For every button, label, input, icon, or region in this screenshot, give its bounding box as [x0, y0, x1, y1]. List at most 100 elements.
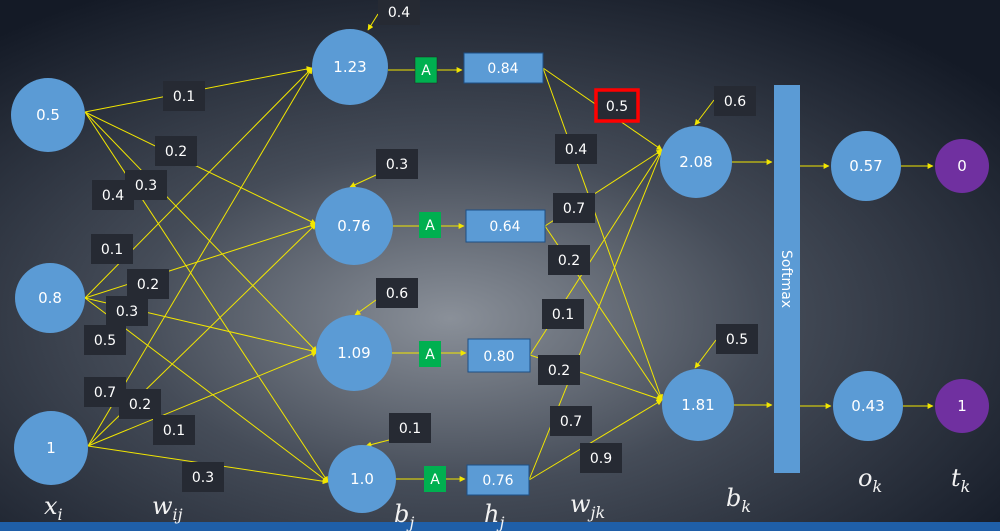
hidden-post-3: 0.80: [483, 349, 514, 365]
bias-box: [376, 278, 418, 308]
connection-line: [365, 439, 390, 448]
weight-value: 0.4: [102, 188, 124, 204]
weight-box: [542, 299, 584, 329]
input-node-3: [14, 411, 88, 485]
weight-value: 0.2: [137, 277, 159, 293]
hidden-post-1: 0.84: [487, 61, 518, 77]
output-biases: 0.6 0.5: [714, 86, 758, 354]
input-nodes: 0.5 0.8 1: [11, 78, 88, 485]
label-h-j: hj: [484, 500, 504, 531]
weight-box: [553, 193, 595, 223]
target-value-2: 1: [957, 397, 967, 415]
weight-box: [125, 170, 167, 200]
output-node-1: [660, 126, 732, 198]
weight-value: 0.5: [606, 99, 628, 115]
label-t-k: tk: [951, 464, 970, 496]
bias-box: [716, 324, 758, 354]
softmax-label: Softmax: [778, 250, 794, 308]
softmax-bar: [774, 85, 800, 473]
input-value-2: 0.8: [38, 289, 62, 307]
hidden-outputs: 0.84 0.64 0.80 0.76: [463, 52, 546, 496]
bias-value: 0.6: [724, 94, 746, 110]
weight-box: [106, 296, 148, 326]
hidden-node-1: [312, 29, 388, 105]
weight-value: 0.1: [101, 242, 123, 258]
weight-box: [155, 136, 197, 166]
bias-value: 0.5: [726, 332, 748, 348]
connection-line: [694, 339, 717, 369]
label-w-ij: wij: [152, 492, 183, 524]
connection-line: [349, 174, 377, 188]
bottom-bar: [0, 522, 1000, 531]
weight-value: 0.1: [163, 423, 185, 439]
weight-box: [84, 325, 126, 355]
weight-value: 0.4: [565, 142, 587, 158]
target-node-2: [935, 379, 989, 433]
weight-value: 0.2: [548, 363, 570, 379]
connection-line: [84, 222, 317, 299]
activation-box-1: [414, 56, 438, 84]
bias-box: [378, 0, 420, 25]
weight-box: [548, 245, 590, 275]
hidden-pre-4: 1.0: [350, 470, 374, 488]
hidden-post-4: 0.76: [482, 473, 513, 489]
output-pre-2: 1.81: [681, 396, 714, 414]
label-w-jk: wjk: [570, 490, 605, 522]
variable-labels: xi wij bj hj wjk bk ok tk: [44, 464, 970, 531]
weight-box: [153, 415, 195, 445]
output-node-2: [662, 369, 734, 441]
probability-value-2: 0.43: [851, 397, 884, 415]
label-x-i: xi: [44, 492, 63, 524]
activation-label: A: [430, 472, 440, 488]
hidden-post-2: 0.64: [489, 219, 520, 235]
connection-line: [694, 99, 715, 126]
connection-line: [367, 13, 379, 31]
weight-box: [91, 234, 133, 264]
bias-value: 0.6: [386, 286, 408, 302]
connection-line: [84, 111, 317, 225]
weight-box: [182, 462, 224, 492]
weight-value: 0.9: [590, 451, 612, 467]
connection-line: [84, 111, 318, 353]
weight-box: [555, 134, 597, 164]
bias-value: 0.3: [386, 157, 408, 173]
input-weights: 0.1 0.2 0.4 0.3 0.1 0.2 0.3 0.5 0.7 0.2 …: [84, 81, 224, 492]
hidden-pre-3: 1.09: [337, 344, 370, 362]
weight-value: 0.2: [129, 397, 151, 413]
output-weights: 0.5 0.4 0.7 0.2 0.1 0.2 0.7 0.9: [538, 88, 640, 473]
weight-value: 0.7: [560, 414, 582, 430]
input-node-2: [15, 263, 85, 333]
hidden-nodes: 1.23 0.76 1.09 1.0: [312, 29, 396, 513]
activation-label: A: [425, 347, 435, 363]
target-nodes: 0 1: [935, 139, 989, 433]
target-value-1: 0: [957, 157, 967, 175]
weight-value: 0.3: [135, 178, 157, 194]
label-b-k: bk: [726, 484, 751, 516]
hidden-node-3: [316, 315, 392, 391]
input-value-3: 1: [46, 439, 56, 457]
activation-box-3: [419, 341, 441, 367]
weight-value: 0.2: [558, 253, 580, 269]
connection-line: [528, 399, 663, 481]
weight-value: 0.3: [192, 470, 214, 486]
weight-value: 0.2: [165, 144, 187, 160]
hidden-biases: 0.4 0.3 0.6 0.1: [376, 0, 431, 443]
activation-boxes: A A A A: [414, 56, 446, 492]
bias-box: [714, 86, 756, 116]
weight-value: 0.1: [552, 307, 574, 323]
activation-label: A: [425, 218, 435, 234]
hidden-output-3: [467, 338, 531, 373]
weight-value: 0.7: [94, 385, 116, 401]
weight-box: [580, 443, 622, 473]
weight-value: 0.5: [94, 333, 116, 349]
connection-line: [542, 67, 664, 401]
activation-label: A: [421, 63, 431, 79]
activation-box-4: [424, 466, 446, 492]
weight-value: 0.7: [563, 201, 585, 217]
target-node-1: [935, 139, 989, 193]
bias-value: 0.1: [399, 421, 421, 437]
hidden-output-2: [465, 209, 546, 243]
bias-value: 0.4: [388, 5, 410, 21]
